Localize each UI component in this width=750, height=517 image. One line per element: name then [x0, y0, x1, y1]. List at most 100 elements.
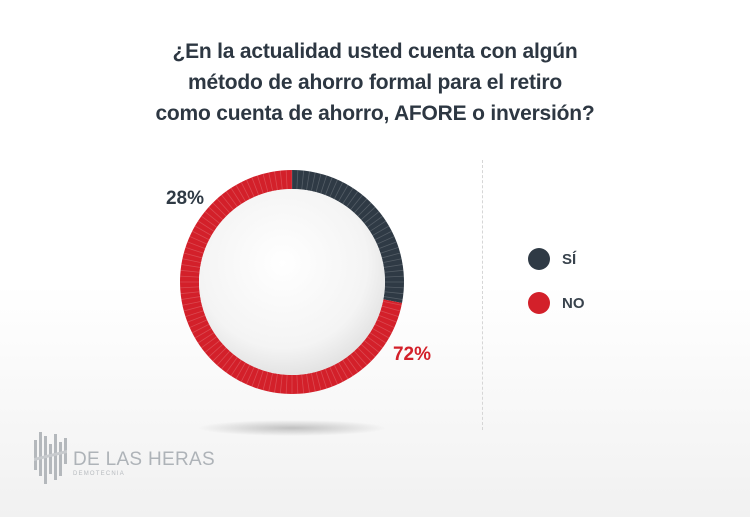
texture-line [333, 364, 344, 382]
texture-line [285, 170, 288, 190]
texture-line [346, 357, 359, 373]
texture-line [364, 211, 380, 224]
texture-line [382, 300, 402, 306]
texture-line [357, 202, 372, 217]
texture-line [230, 187, 242, 205]
texture-line [380, 247, 399, 254]
texture-line [360, 343, 376, 358]
texture-line [257, 175, 264, 194]
texture-line [180, 286, 200, 289]
texture-line [181, 264, 201, 268]
texture-line [338, 184, 349, 202]
legend-label-si: SÍ [562, 250, 577, 268]
texture-line [329, 366, 338, 385]
texture-line [204, 340, 220, 353]
texture-line [353, 350, 368, 366]
texture-line [180, 269, 200, 273]
texture-line [204, 211, 220, 224]
texture-line [324, 177, 333, 196]
texture-line [268, 372, 274, 392]
texture-line [246, 366, 255, 385]
data-label-no: 72% [393, 344, 431, 365]
texture-line [320, 370, 327, 389]
texture-line [324, 368, 333, 387]
title-line-2: método de ahorro formal para el retiro [188, 71, 562, 94]
texture-line [346, 191, 359, 207]
texture-line [240, 182, 251, 200]
texture-line [338, 362, 349, 380]
texture-line [246, 179, 255, 198]
texture-line [376, 236, 395, 245]
texture-line [182, 300, 202, 306]
legend-item-si: SÍ [528, 246, 585, 272]
texture-line [183, 305, 203, 312]
texture-line [279, 170, 283, 190]
texture-line [353, 198, 368, 214]
legend-label-no: NO [562, 294, 585, 312]
texture-line [192, 323, 210, 334]
chart-shadow [197, 420, 387, 436]
texture-line [357, 347, 372, 362]
texture-line [221, 354, 234, 370]
donut-slices [180, 170, 404, 394]
texture-line [194, 225, 212, 236]
texture-line [374, 230, 392, 241]
texture-line [225, 191, 238, 207]
texture-line [333, 182, 344, 200]
texture-line [374, 323, 392, 334]
texture-line [350, 194, 363, 210]
texture-line [230, 359, 242, 377]
texture-line [382, 258, 402, 264]
texture-line [197, 332, 215, 344]
texture-line [381, 305, 401, 312]
brand-name: DE LAS HERAS [73, 449, 215, 470]
texture-line [197, 220, 215, 232]
brand-tagline: DEMOTECNIA [73, 471, 126, 477]
texture-line [240, 364, 251, 382]
texture-line [235, 362, 246, 380]
texture-line [180, 291, 200, 295]
texture-line [383, 264, 403, 268]
texture-line [296, 374, 299, 394]
texture-line [251, 177, 260, 196]
legend-item-no: NO [528, 290, 585, 316]
texture-line [268, 172, 274, 192]
texture-line [320, 175, 327, 194]
texture-line [187, 314, 206, 323]
texture-line [180, 275, 200, 278]
texture-line [306, 171, 310, 191]
texture-line [189, 236, 208, 245]
texture-line [384, 286, 404, 289]
texture-line [342, 187, 354, 205]
texture-line [221, 194, 234, 210]
texture-line [315, 371, 322, 391]
legend-swatch-si [528, 248, 550, 270]
texture-line [208, 343, 224, 358]
texture-line [360, 206, 376, 221]
chart-title: ¿En la actualidad usted cuenta con algún… [0, 36, 750, 129]
texture-line [274, 171, 278, 191]
texture-line [315, 173, 322, 193]
texture-line [183, 252, 203, 259]
texture-line [367, 215, 383, 228]
legend-swatch-no [528, 292, 550, 314]
texture-line [296, 170, 299, 190]
texture-line [329, 179, 338, 198]
texture-line [384, 275, 404, 278]
texture-line [384, 269, 404, 273]
texture-line [201, 215, 217, 228]
texture-line [301, 374, 305, 394]
texture-line [372, 225, 390, 236]
texture-line [201, 336, 217, 349]
texture-line [225, 357, 238, 373]
texture-line [378, 241, 397, 250]
texture-line [262, 173, 269, 193]
title-line-3: como cuenta de ahorro, AFORE o inversión… [155, 102, 595, 125]
texture-line [378, 314, 397, 323]
texture-line [285, 374, 288, 394]
texture-line [279, 374, 283, 394]
texture-line [372, 328, 390, 339]
texture-line [212, 202, 227, 217]
texture-line [310, 372, 316, 392]
texture-line [364, 340, 380, 353]
